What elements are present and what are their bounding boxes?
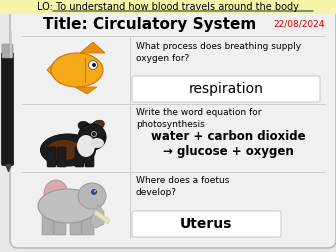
FancyBboxPatch shape: [132, 211, 281, 237]
Polygon shape: [47, 56, 61, 84]
FancyBboxPatch shape: [10, 8, 336, 248]
FancyBboxPatch shape: [57, 147, 66, 167]
Ellipse shape: [78, 124, 106, 150]
Ellipse shape: [78, 183, 106, 209]
FancyBboxPatch shape: [54, 211, 66, 235]
Ellipse shape: [90, 138, 104, 148]
Ellipse shape: [46, 140, 82, 160]
FancyBboxPatch shape: [70, 211, 82, 235]
Text: What process does breathing supply
oxygen for?: What process does breathing supply oxyge…: [136, 42, 301, 63]
Circle shape: [92, 63, 96, 67]
Polygon shape: [90, 204, 104, 228]
Text: Write the word equation for
photosynthesis: Write the word equation for photosynthes…: [136, 108, 261, 129]
Text: 22/08/2024: 22/08/2024: [274, 19, 325, 28]
Circle shape: [91, 132, 96, 137]
Ellipse shape: [38, 189, 98, 223]
Circle shape: [102, 136, 106, 140]
FancyBboxPatch shape: [1, 52, 13, 166]
Circle shape: [94, 190, 96, 192]
Text: Title: Circulatory System: Title: Circulatory System: [43, 16, 257, 32]
FancyBboxPatch shape: [42, 211, 54, 235]
Polygon shape: [75, 87, 97, 94]
Text: respiration: respiration: [188, 82, 263, 96]
FancyBboxPatch shape: [47, 147, 56, 167]
FancyBboxPatch shape: [75, 147, 84, 167]
Text: Uterus: Uterus: [180, 217, 232, 231]
FancyBboxPatch shape: [82, 211, 94, 235]
FancyBboxPatch shape: [85, 147, 94, 167]
Ellipse shape: [92, 120, 104, 130]
Ellipse shape: [44, 180, 68, 208]
FancyBboxPatch shape: [132, 76, 320, 102]
Polygon shape: [80, 42, 105, 53]
FancyBboxPatch shape: [0, 0, 336, 14]
Polygon shape: [5, 164, 12, 172]
Text: Where does a foetus
develop?: Where does a foetus develop?: [136, 176, 229, 197]
FancyBboxPatch shape: [2, 44, 13, 58]
Ellipse shape: [78, 121, 90, 131]
Circle shape: [88, 60, 97, 70]
Text: LO: To understand how blood travels around the body: LO: To understand how blood travels arou…: [37, 2, 299, 12]
Text: → glucose + oxygen: → glucose + oxygen: [163, 145, 293, 159]
Ellipse shape: [41, 134, 95, 166]
Text: water + carbon dioxide: water + carbon dioxide: [151, 130, 305, 142]
Circle shape: [91, 190, 96, 195]
Polygon shape: [94, 210, 110, 224]
Ellipse shape: [77, 135, 95, 157]
Ellipse shape: [51, 53, 103, 87]
